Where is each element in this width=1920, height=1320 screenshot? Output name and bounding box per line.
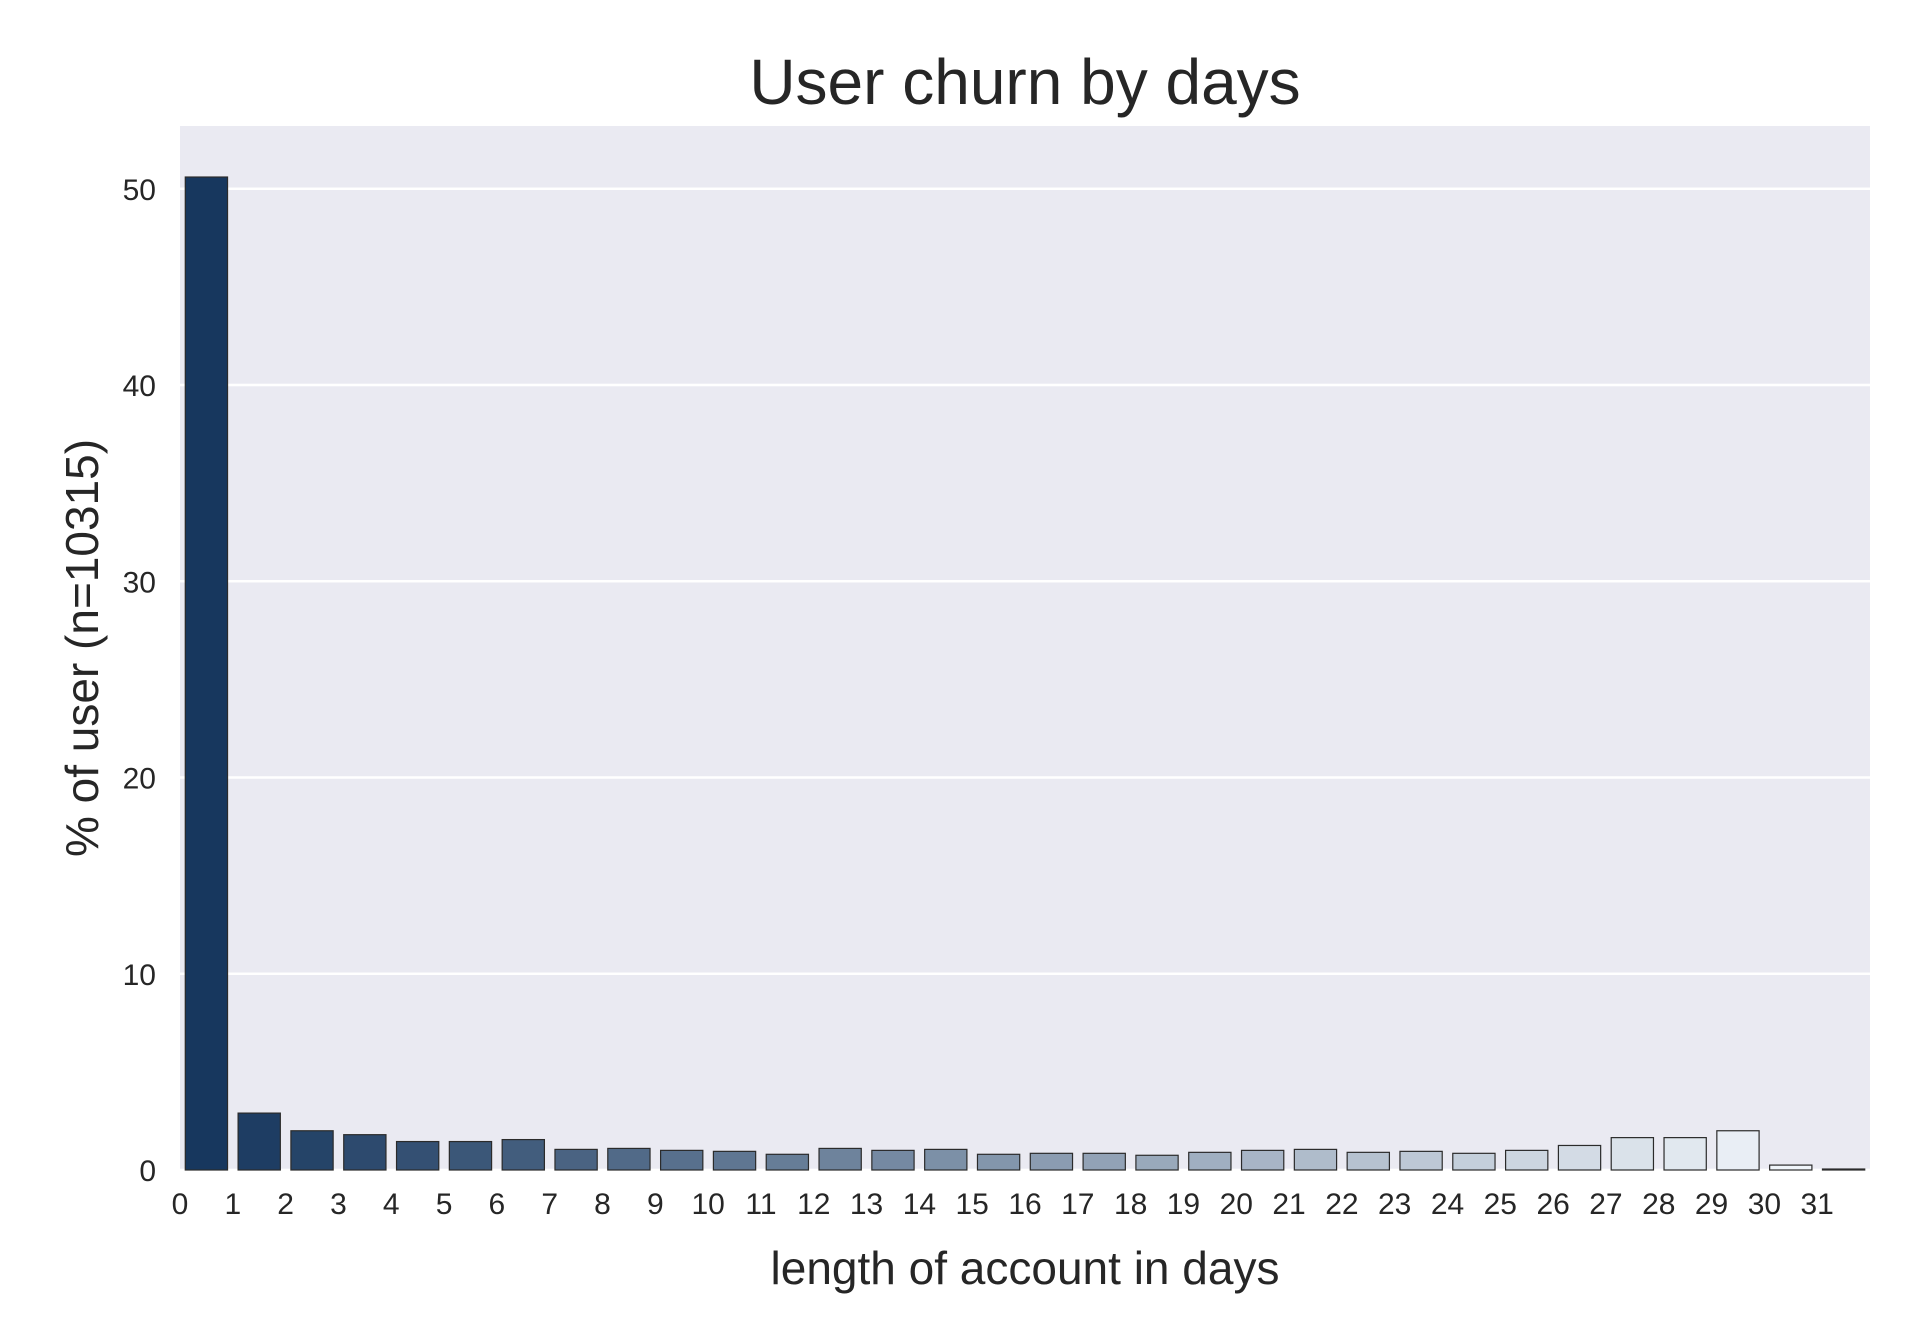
- x-tick-label: 18: [1114, 1188, 1147, 1221]
- y-tick-label: 30: [123, 566, 156, 599]
- x-tick-label: 12: [797, 1188, 830, 1221]
- bar: [1716, 1130, 1760, 1171]
- bar: [501, 1138, 546, 1171]
- bar: [924, 1148, 968, 1171]
- x-tick-label: 26: [1536, 1188, 1569, 1221]
- x-tick-label: 3: [330, 1188, 347, 1221]
- bar: [1082, 1152, 1126, 1171]
- x-tick-label: 2: [277, 1188, 294, 1221]
- bar: [395, 1140, 440, 1171]
- x-tick-label: 16: [1008, 1188, 1041, 1221]
- bar: [1504, 1149, 1549, 1171]
- x-tick-label: 25: [1484, 1188, 1517, 1221]
- x-tick-label: 23: [1378, 1188, 1411, 1221]
- x-tick-label: 14: [903, 1188, 936, 1221]
- y-tick-label: 0: [139, 1155, 156, 1188]
- bar: [1821, 1168, 1866, 1171]
- x-tick-label: 8: [594, 1188, 611, 1221]
- bar: [1293, 1148, 1338, 1171]
- x-tick-label: 11: [745, 1188, 776, 1221]
- x-tick-label: 6: [489, 1188, 506, 1221]
- x-tick-label: 1: [224, 1188, 241, 1221]
- y-tick-label: 40: [123, 370, 156, 403]
- bar: [1346, 1151, 1391, 1171]
- bar: [1188, 1151, 1232, 1171]
- bar: [871, 1149, 915, 1171]
- x-tick-label: 27: [1589, 1188, 1622, 1221]
- bar: [976, 1153, 1021, 1171]
- bar: [659, 1149, 704, 1171]
- bar: [1135, 1154, 1179, 1171]
- bar: [765, 1153, 810, 1171]
- bar: [237, 1112, 281, 1171]
- bar: [554, 1148, 598, 1171]
- bar: [607, 1147, 651, 1171]
- bars: [184, 176, 1866, 1171]
- x-tick-label: 30: [1748, 1188, 1781, 1221]
- x-axis-ticks: 0 1 2 3 4 5 6 7 8 9 10 11 12 13 14 15 16 17 18 19 20 21 22 23 24…: [172, 1188, 1834, 1221]
- bar: [1610, 1137, 1655, 1171]
- bar: [1240, 1149, 1285, 1171]
- x-tick-label: 15: [956, 1188, 989, 1221]
- bar: [1557, 1144, 1602, 1171]
- x-tick-label: 13: [850, 1188, 883, 1221]
- x-tick-label: 28: [1642, 1188, 1675, 1221]
- x-tick-label: 19: [1167, 1188, 1200, 1221]
- y-tick-label: 20: [123, 763, 156, 796]
- bar: [1029, 1152, 1074, 1171]
- bar: [184, 176, 229, 1171]
- bar: [818, 1147, 862, 1171]
- bar: [290, 1130, 334, 1171]
- x-tick-label: 20: [1220, 1188, 1253, 1221]
- x-tick-label: 22: [1325, 1188, 1358, 1221]
- chart-title: User churn by days: [749, 46, 1301, 118]
- x-tick-label: 29: [1695, 1188, 1728, 1221]
- x-tick-label: 21: [1272, 1188, 1305, 1221]
- plot-area: [180, 126, 1870, 1170]
- bar: [1399, 1150, 1443, 1171]
- bar: [1663, 1137, 1707, 1171]
- y-axis-ticks: 0 10 20 30 40 50: [123, 174, 156, 1188]
- x-tick-label: 0: [172, 1188, 189, 1221]
- bar: [712, 1150, 757, 1171]
- y-axis-label: % of user (n=10315): [56, 439, 108, 857]
- y-tick-label: 50: [123, 174, 156, 207]
- bar: [1769, 1164, 1813, 1171]
- x-tick-label: 17: [1061, 1188, 1094, 1221]
- x-tick-label: 4: [383, 1188, 400, 1221]
- x-axis-label: length of account in days: [771, 1242, 1280, 1294]
- y-tick-label: 10: [123, 959, 156, 992]
- x-tick-label: 10: [691, 1188, 724, 1221]
- x-tick-label: 5: [436, 1188, 453, 1221]
- x-tick-label: 24: [1431, 1188, 1464, 1221]
- bar: [1452, 1152, 1496, 1171]
- bar: [343, 1134, 387, 1171]
- x-tick-label: 7: [541, 1188, 558, 1221]
- bar: [448, 1140, 493, 1171]
- x-tick-label: 9: [647, 1188, 664, 1221]
- x-tick-label: 31: [1801, 1188, 1834, 1221]
